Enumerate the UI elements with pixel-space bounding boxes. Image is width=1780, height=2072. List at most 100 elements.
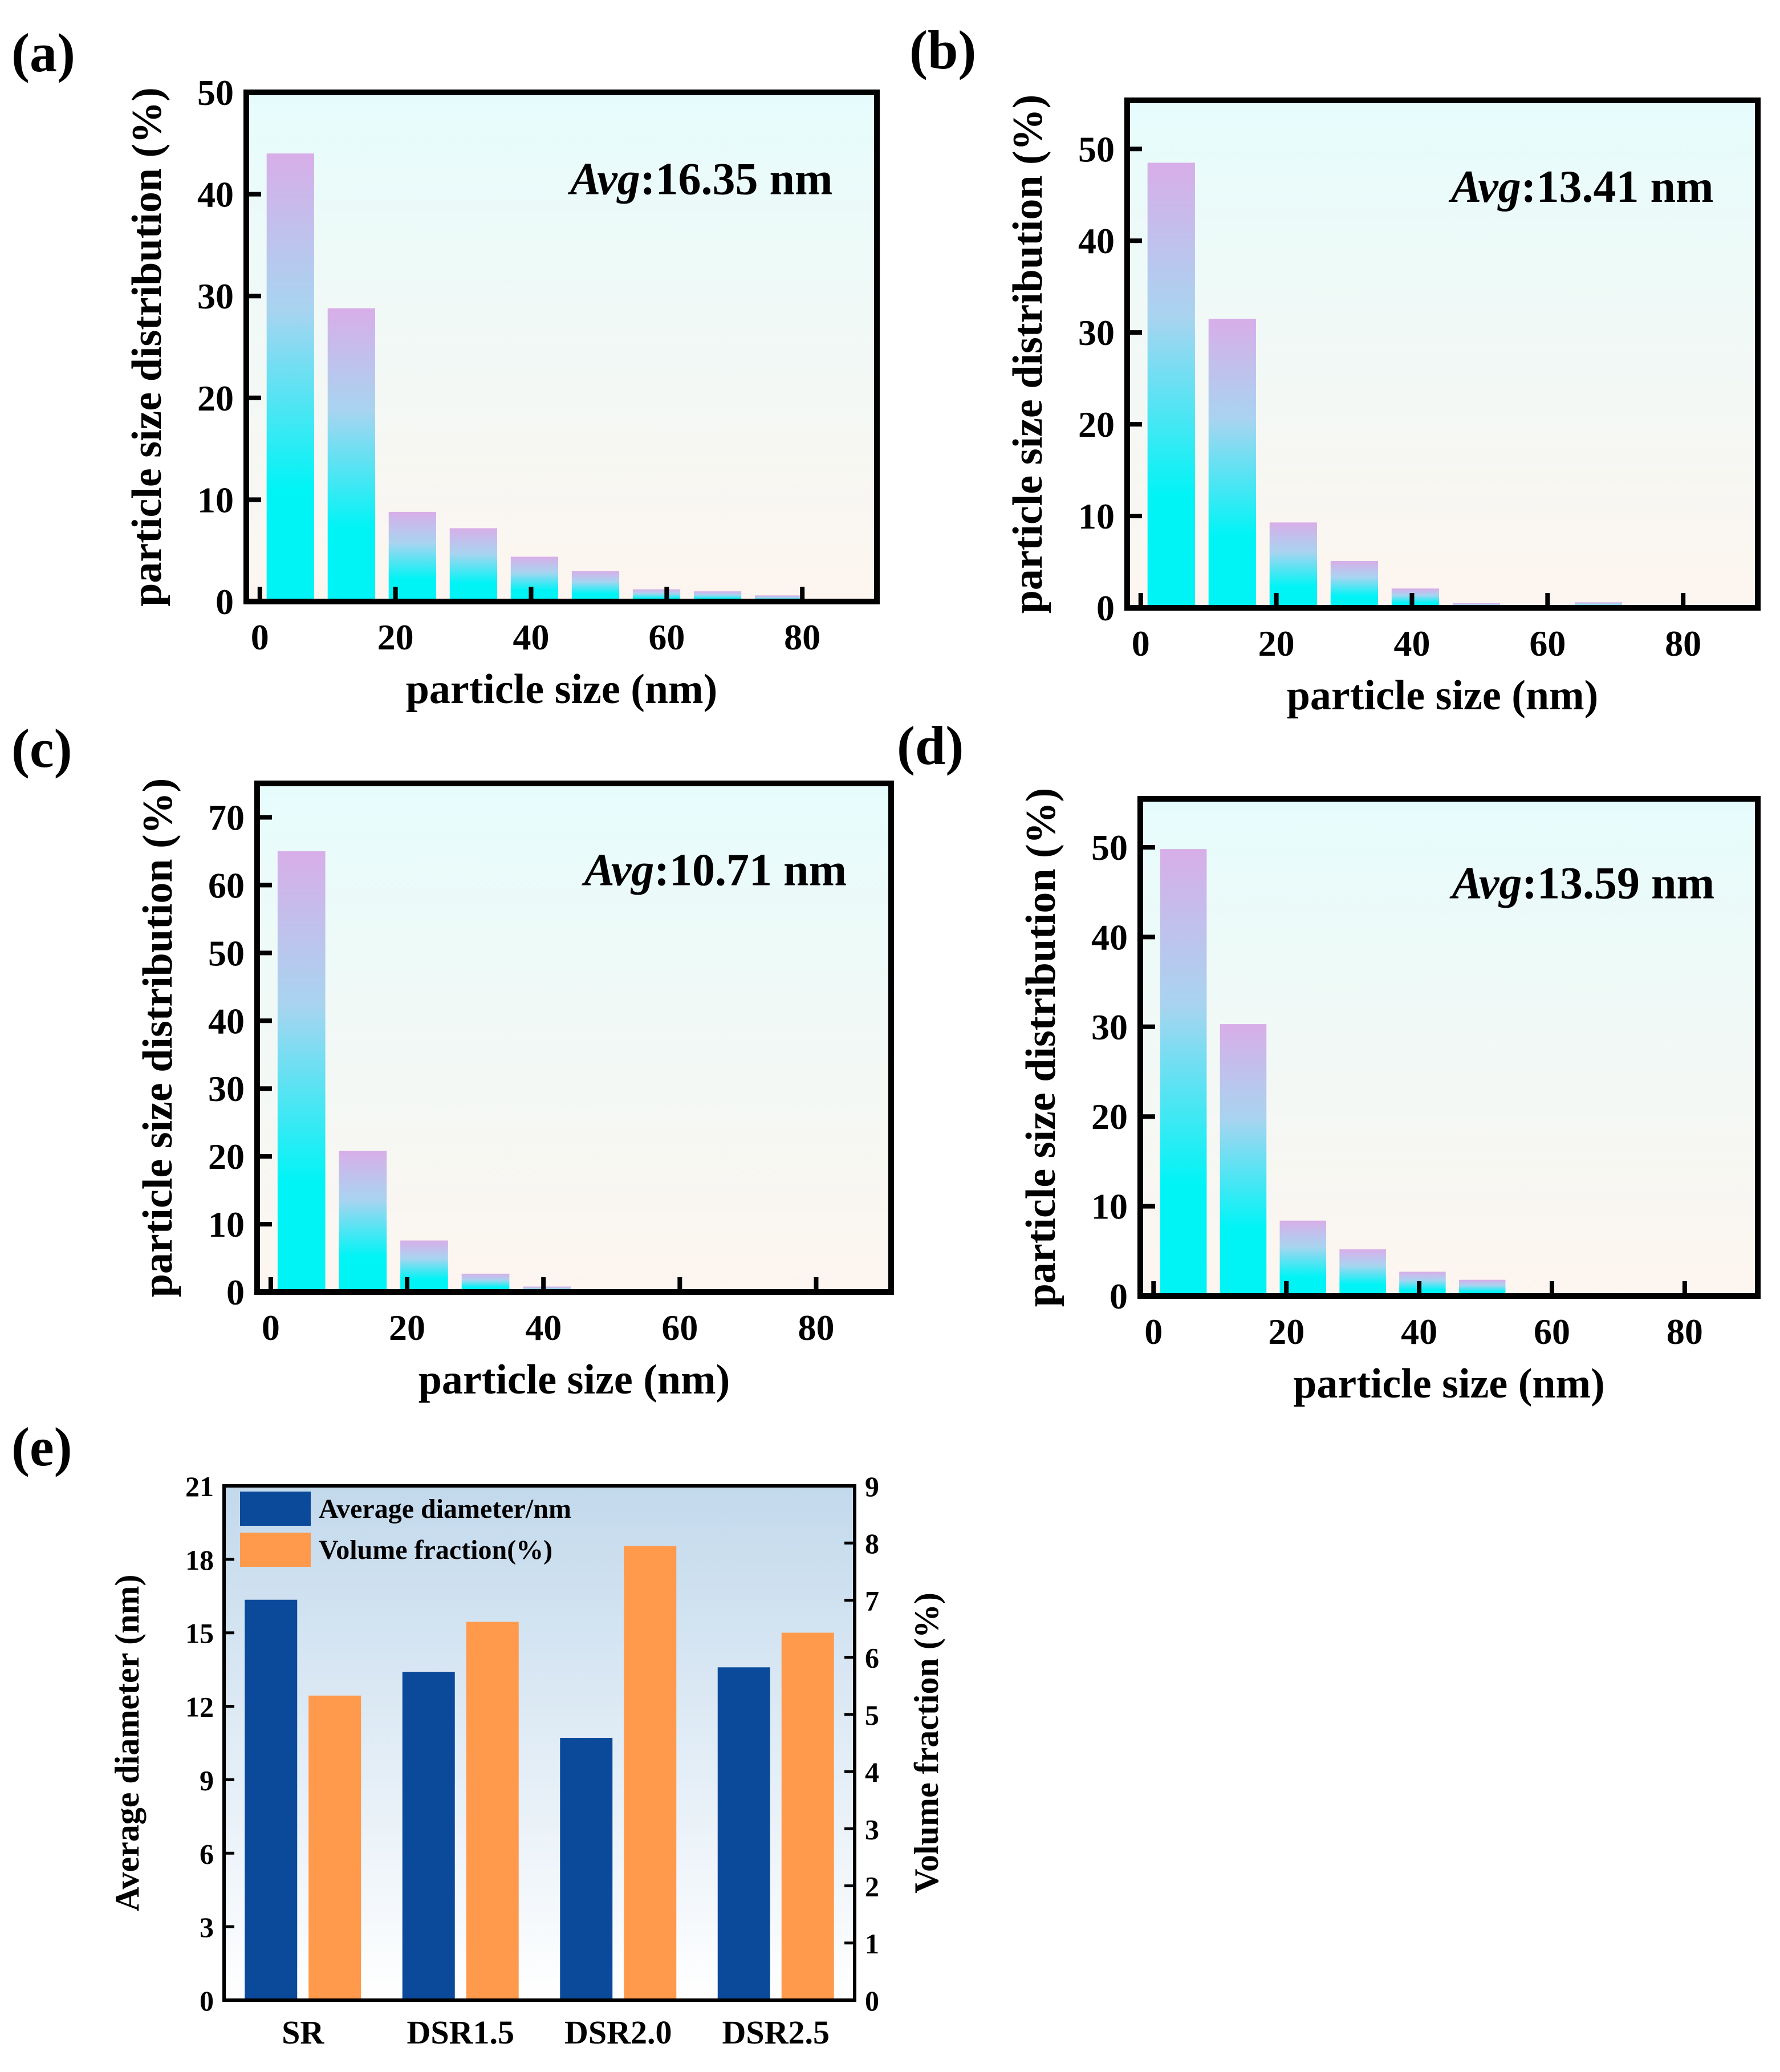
x-tick-label: 0 [262, 1307, 280, 1348]
histogram-bar [327, 308, 375, 602]
y-tick-label: 50 [197, 72, 234, 113]
histogram-bar [388, 511, 436, 602]
histogram-bar [1330, 560, 1379, 608]
average-annotation: Avg:16.35 nm [567, 155, 833, 205]
y-tick-label: 10 [197, 480, 234, 520]
panel-label: (b) [909, 19, 976, 80]
plot-frame [222, 1484, 856, 2002]
x-axis-label: particle size (nm) [1293, 1360, 1605, 1407]
y-tick-label: 0 [1110, 1276, 1128, 1317]
y-tick-label: 3 [200, 1911, 214, 1943]
histogram-bar [510, 556, 559, 602]
y2-tick-label: 2 [865, 1871, 879, 1903]
legend: Average diameter/nm Volume fraction(%) [240, 1492, 571, 1567]
y-tick-label: 21 [185, 1470, 214, 1502]
average-diameter-bar [402, 1672, 455, 2000]
y-tick-label: 20 [208, 1136, 245, 1177]
panel-e: SR DSR1.5 DSR2.0 DSR2.503691215182101234567… [11, 1416, 945, 2051]
y-tick-label: 6 [200, 1838, 214, 1870]
histogram-bar [449, 528, 498, 602]
y-axis-label: Average diameter (nm) [108, 1575, 146, 1912]
histogram-bar [277, 851, 326, 1292]
histogram-bar [1147, 162, 1195, 608]
plot-frame [243, 90, 880, 604]
average-annotation: Avg:13.59 nm [1449, 858, 1714, 908]
panel-b: 0 20 40 60 80 0 10 20 30 40 50 particle size (nm) pa… [909, 19, 1761, 719]
histogram-bar [1399, 1271, 1446, 1296]
y-tick-label: 10 [1091, 1187, 1128, 1227]
average-annotation: Avg:13.41 nm [1448, 162, 1714, 212]
y-tick-label: 9 [200, 1764, 214, 1796]
x-tick-label: 40 [513, 617, 549, 657]
y-tick-label: 30 [1091, 1007, 1128, 1047]
average-value: :13.59 nm [1522, 858, 1714, 908]
y-tick-label: 18 [185, 1544, 214, 1576]
panel-label: (e) [11, 1416, 72, 1477]
x-axis-label: particle size (nm) [1287, 672, 1599, 719]
average-prefix: Avg [1449, 858, 1522, 908]
y-tick-label: 40 [197, 174, 234, 215]
category-label: DSR2.5 [722, 2014, 830, 2051]
y-tick-label: 15 [185, 1618, 214, 1650]
panel-c: 0 20 40 60 80 0 10 20 30 40 50 60 70 particle size (n… [11, 718, 894, 1403]
y-tick-label: 12 [185, 1691, 214, 1723]
x-tick-label: 60 [661, 1307, 698, 1348]
x-tick-label: 80 [784, 617, 820, 657]
y2-axis-label: Volume fraction (%) [908, 1592, 945, 1894]
volume-fraction-bar [781, 1632, 834, 2000]
average-value: :16.35 nm [640, 155, 833, 205]
x-tick-label: 20 [1258, 623, 1295, 664]
y-tick-label: 30 [208, 1068, 245, 1109]
histogram-bar [1160, 849, 1207, 1296]
y-axis-label: particle size distribution (%) [1018, 788, 1064, 1307]
panel-a: 0 20 40 60 80 0 10 20 30 40 50 particle size (nm) pa… [11, 22, 880, 713]
y2-tick-label: 6 [865, 1642, 879, 1674]
histogram-bar [1391, 588, 1440, 608]
x-tick-label: 20 [389, 1307, 425, 1348]
y-tick-label: 20 [1078, 404, 1115, 445]
legend-label: Volume fraction(%) [319, 1535, 552, 1565]
average-prefix: Avg [567, 155, 640, 205]
x-tick-label: 0 [1144, 1311, 1163, 1352]
x-tick-label: 60 [648, 617, 685, 657]
panel-label: (d) [897, 715, 964, 776]
x-tick-label: 80 [1667, 1311, 1703, 1352]
y2-tick-label: 5 [865, 1699, 879, 1731]
y-tick-label: 30 [197, 276, 234, 316]
plot-frame [254, 781, 894, 1295]
y-tick-label: 20 [197, 378, 234, 419]
panel-d: 0 20 40 60 80 0 10 20 30 40 50 particle size (nm) pa… [897, 715, 1761, 1407]
average-diameter-bar [245, 1599, 298, 2000]
volume-fraction-bar [466, 1622, 519, 2000]
x-tick-label: 40 [1401, 1311, 1437, 1352]
y-tick-label: 10 [1078, 496, 1115, 537]
y-tick-label: 40 [1078, 221, 1115, 261]
x-tick-label: 60 [1529, 623, 1566, 664]
average-prefix: Avg [581, 845, 654, 895]
y-tick-label: 50 [1091, 827, 1128, 868]
x-tick-label: 0 [251, 617, 269, 657]
histogram-bar [1208, 319, 1256, 608]
y2-tick-label: 1 [865, 1928, 879, 1960]
plot-frame [1137, 796, 1761, 1299]
volume-fraction-bar [308, 1695, 361, 2000]
y-tick-label: 0 [216, 582, 234, 622]
x-tick-label: 0 [1132, 623, 1150, 664]
volume-fraction-bar [624, 1546, 677, 2000]
average-value: :13.41 nm [1521, 162, 1714, 212]
plot-frame [1124, 97, 1761, 611]
y-axis-label: particle size distribution (%) [135, 778, 181, 1298]
histogram-bar [339, 1151, 387, 1292]
y-axis-label: particle size distribution (%) [124, 87, 170, 607]
x-tick-label: 20 [1268, 1311, 1304, 1352]
y-tick-label: 40 [208, 1001, 245, 1041]
x-tick-label: 20 [377, 617, 414, 657]
x-tick-label: 80 [1665, 623, 1701, 664]
y-tick-label: 50 [208, 933, 245, 973]
category-label: DSR2.0 [564, 2014, 672, 2051]
y-tick-label: 0 [226, 1272, 245, 1313]
y-tick-label: 0 [200, 1985, 214, 2017]
y-tick-label: 0 [1096, 588, 1115, 628]
x-axis-label: particle size (nm) [406, 666, 718, 713]
